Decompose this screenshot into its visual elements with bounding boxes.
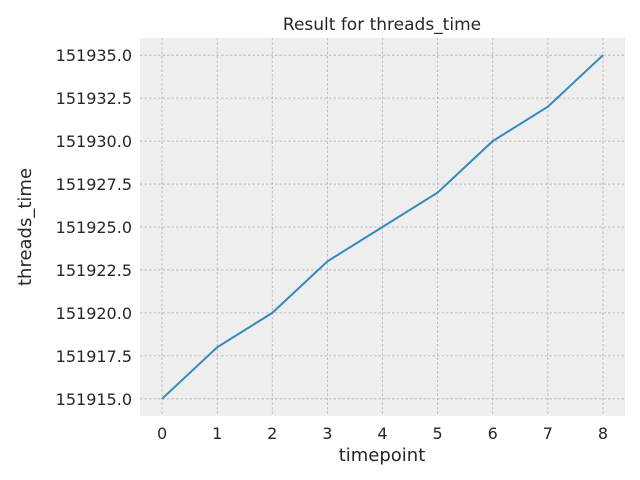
y-tick-label: 151920.0: [56, 304, 132, 323]
x-tick-label: 5: [433, 424, 443, 443]
y-tick-label: 151932.5: [56, 89, 132, 108]
grid: [140, 38, 625, 416]
x-axis-title: timepoint: [339, 445, 426, 466]
x-tick-label: 8: [598, 424, 608, 443]
y-tick-label: 151915.0: [56, 390, 132, 409]
x-tick-label: 1: [212, 424, 222, 443]
series-line: [161, 54, 604, 400]
x-tick-label: 4: [377, 424, 387, 443]
x-tick-label: 2: [267, 424, 277, 443]
y-tick-label: 151922.5: [56, 261, 132, 280]
y-tick-label: 151927.5: [56, 175, 132, 194]
x-tick-label: 0: [157, 424, 167, 443]
y-axis-title: threads_time: [15, 168, 36, 286]
x-tick-label: 6: [488, 424, 498, 443]
y-tick-label: 151930.0: [56, 132, 132, 151]
y-tick-label: 151925.0: [56, 218, 132, 237]
y-tick-labels: 151915.0 151917.5 151920.0 151922.5 151925.0…: [56, 46, 132, 409]
x-tick-label: 3: [322, 424, 332, 443]
y-tick-label: 151917.5: [56, 347, 132, 366]
x-tick-label: 7: [543, 424, 553, 443]
y-tick-label: 151935.0: [56, 46, 132, 65]
chart-title: Result for threads_time: [283, 15, 481, 35]
x-tick-labels: 0 1 2 3 4 5 6 7 8: [157, 424, 608, 443]
